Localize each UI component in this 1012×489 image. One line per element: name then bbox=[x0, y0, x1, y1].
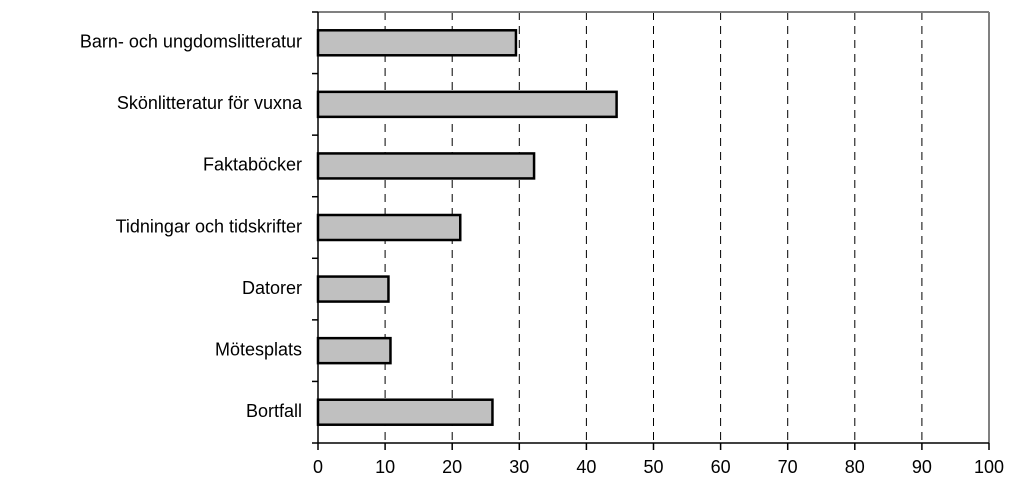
category-label-2: Skönlitteratur för vuxna bbox=[117, 93, 303, 113]
x-tick-label-80: 80 bbox=[845, 457, 865, 477]
bar-2 bbox=[316, 90, 618, 119]
x-tick-label-60: 60 bbox=[711, 457, 731, 477]
x-tick-label-30: 30 bbox=[509, 457, 529, 477]
x-tick-label-0: 0 bbox=[313, 457, 323, 477]
bar-3 bbox=[316, 152, 536, 180]
x-tick-labels: 0 10 20 30 40 50 60 70 80 90 100 bbox=[313, 457, 1004, 477]
category-label-4: Tidningar och tidskrifter bbox=[116, 216, 302, 236]
category-label-3: Faktaböcker bbox=[203, 155, 302, 175]
category-label-6: Mötesplats bbox=[215, 339, 302, 359]
x-tick-label-20: 20 bbox=[442, 457, 462, 477]
category-label-1: Barn- och ungdomslitteratur bbox=[80, 32, 302, 52]
category-labels: Barn- och ungdomslitteratur Skönlitteratu… bbox=[80, 32, 303, 421]
bar-7 bbox=[316, 398, 494, 426]
bar-6 bbox=[316, 336, 392, 365]
bar-1 bbox=[316, 29, 518, 57]
bar-4 bbox=[316, 213, 462, 242]
x-tick-label-50: 50 bbox=[643, 457, 663, 477]
x-tick-label-90: 90 bbox=[912, 457, 932, 477]
x-tick-label-70: 70 bbox=[778, 457, 798, 477]
x-tick-label-10: 10 bbox=[375, 457, 395, 477]
bar-5 bbox=[316, 275, 390, 303]
axes bbox=[312, 11, 990, 450]
x-tick-label-100: 100 bbox=[974, 457, 1004, 477]
x-tick-label-40: 40 bbox=[576, 457, 596, 477]
category-label-5: Datorer bbox=[242, 278, 302, 298]
category-label-7: Bortfall bbox=[246, 401, 302, 421]
plot-frame bbox=[318, 11, 990, 443]
